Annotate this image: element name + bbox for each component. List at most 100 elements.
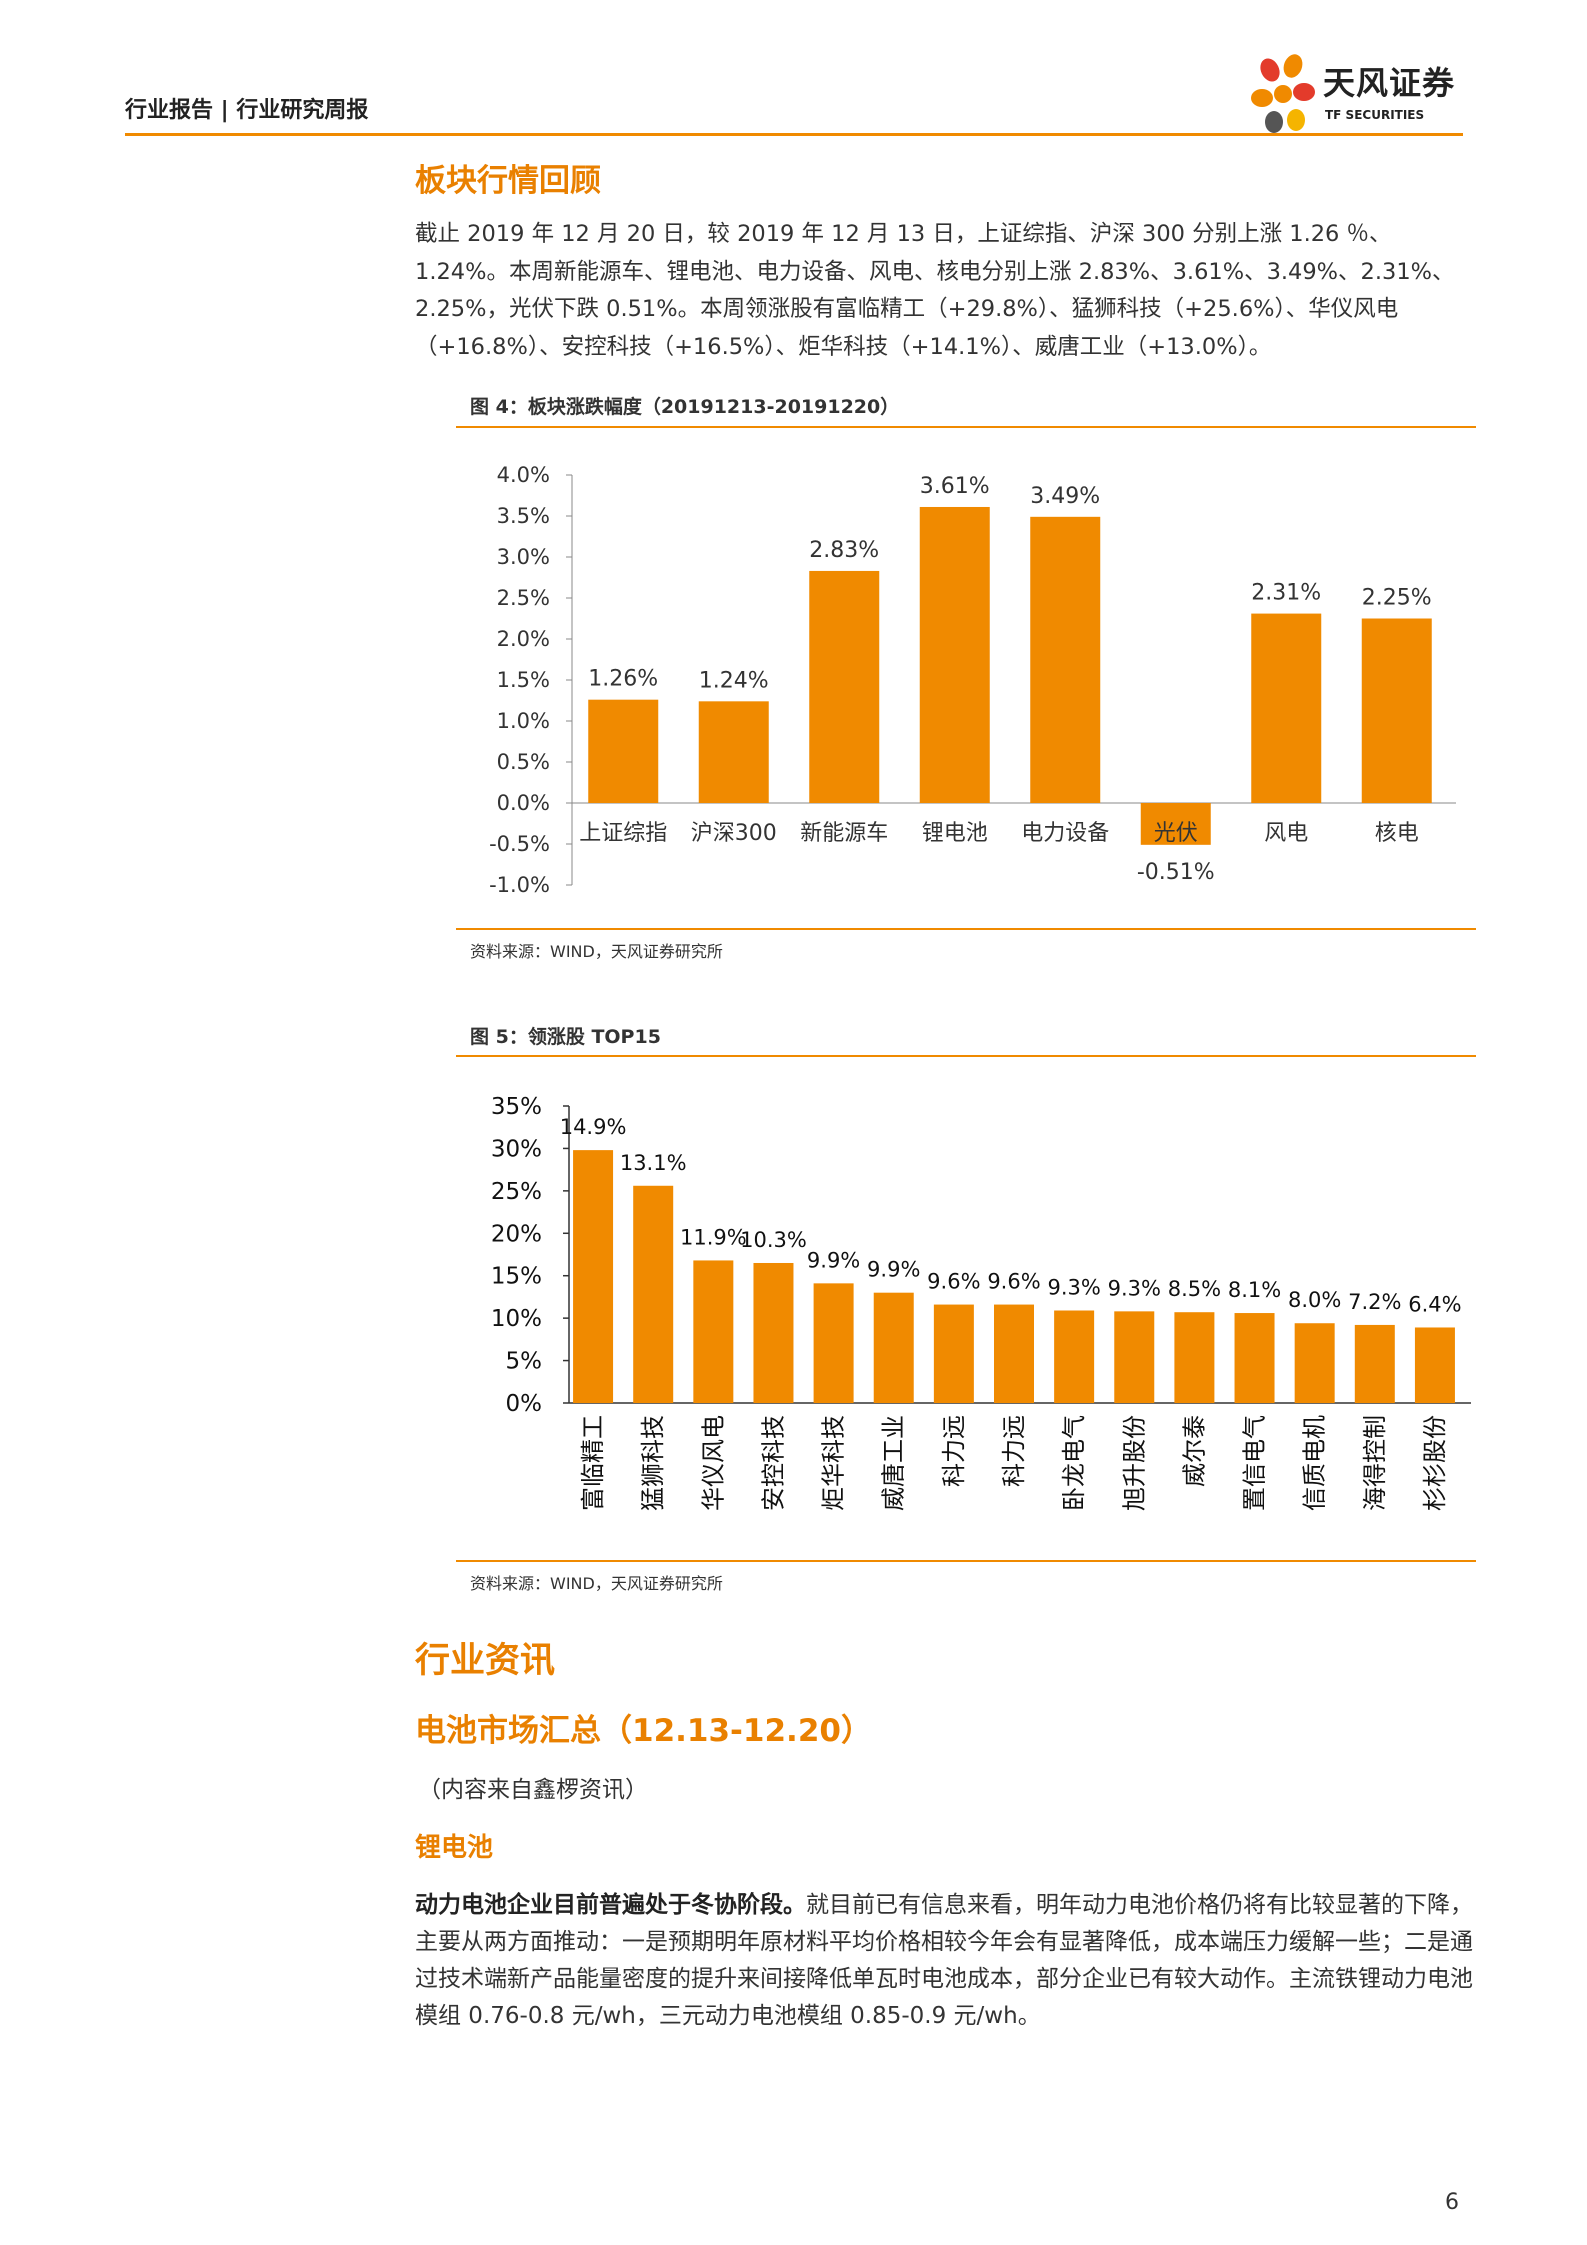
y-tick-label: -0.5%	[489, 832, 550, 856]
x-category-label: 上证综指	[579, 821, 667, 846]
data-label: 8.0%	[1288, 1288, 1341, 1312]
y-tick-label: 3.0%	[497, 545, 550, 569]
bar	[1054, 1310, 1095, 1403]
data-label: 8.5%	[1168, 1277, 1221, 1301]
data-label: 2.31%	[1251, 581, 1321, 606]
data-label: 8.1%	[1228, 1278, 1281, 1302]
bar	[1114, 1311, 1155, 1403]
figure4-top-rule	[456, 426, 1476, 428]
bar	[1354, 1324, 1395, 1403]
data-label: 9.3%	[1047, 1276, 1100, 1300]
data-label: -0.51%	[1137, 860, 1215, 885]
y-tick-label: 2.0%	[497, 627, 550, 651]
x-category-label: 锂电池	[922, 821, 988, 846]
bar	[1140, 803, 1211, 845]
x-category-label: 华仪风电	[699, 1415, 727, 1511]
data-label: 3.49%	[1030, 484, 1100, 509]
data-label: 1.24%	[699, 668, 769, 693]
y-tick-label: 15%	[491, 1264, 542, 1290]
x-category-label: 新能源车	[800, 821, 888, 846]
figure5-bottom-rule	[456, 1560, 1476, 1562]
top-gainers-chart: 35% 30% 25% 20% 15% 10% 5% 0% 14.9% 富临精工 13.1% 猛狮科技…	[491, 1094, 1471, 1511]
x-category-label: 安控科技	[759, 1415, 787, 1511]
bar	[573, 1150, 614, 1403]
flower-logo-icon	[1251, 54, 1315, 133]
data-label: 9.9%	[867, 1258, 920, 1282]
x-category-label: 沪深300	[691, 821, 777, 846]
bar	[994, 1304, 1034, 1403]
x-category-label: 科力远	[1000, 1415, 1028, 1487]
y-tick-label: 3.5%	[497, 504, 550, 528]
data-label: 11.9%	[680, 1225, 747, 1249]
section-title-market-review: 板块行情回顾	[415, 163, 601, 199]
market-review-paragraph: 截止 2019 年 12 月 20 日，较 2019 年 12 月 13 日，上…	[415, 221, 1455, 360]
data-label: 3.61%	[920, 474, 990, 499]
bar	[1174, 1312, 1215, 1403]
bar	[693, 1260, 734, 1403]
page-number: 6	[1445, 2190, 1459, 2215]
bar	[1251, 613, 1322, 803]
bar	[588, 699, 659, 803]
y-tick-label: 0.0%	[497, 791, 550, 815]
bar	[698, 701, 769, 803]
lithium-battery-paragraph: 动力电池企业目前普遍处于冬协阶段。就目前已有信息来看，明年动力电池价格仍将有比较…	[415, 1887, 1475, 2035]
data-label: 9.6%	[927, 1270, 980, 1294]
data-label: 6.4%	[1408, 1292, 1461, 1316]
figure5-title: 图 5：领涨股 TOP15	[470, 1026, 661, 1048]
data-label: 10.3%	[740, 1228, 807, 1252]
paragraph-body: 就目前已有信息来看，明年动力电池价格仍将有比较显著的下降，主要从两方面推动：一是…	[415, 1892, 1473, 2029]
paragraph-bold-lead: 动力电池企业目前普遍处于冬协阶段。	[415, 1892, 806, 1918]
bar	[809, 570, 880, 803]
x-category-label: 风电	[1264, 821, 1308, 846]
y-tick-label: 20%	[491, 1221, 542, 1247]
x-category-label: 卧龙电气	[1060, 1415, 1088, 1511]
x-category-label: 光伏	[1154, 821, 1198, 846]
y-tick-label: 5%	[506, 1349, 543, 1375]
bar	[1294, 1323, 1335, 1403]
data-label: 1.26%	[588, 667, 658, 692]
bar	[1234, 1313, 1275, 1403]
y-tick-label: 2.5%	[497, 586, 550, 610]
y-tick-label: 25%	[491, 1179, 542, 1205]
figure4-source: 资料来源：WIND，天风证券研究所	[470, 942, 723, 961]
y-tick-label: 30%	[491, 1136, 542, 1162]
data-label: 7.2%	[1348, 1290, 1401, 1314]
figure5-source: 资料来源：WIND，天风证券研究所	[470, 1574, 723, 1593]
bar	[1361, 618, 1432, 803]
figure4-bottom-rule	[456, 928, 1476, 930]
data-label: 13.1%	[620, 1151, 687, 1175]
x-category-label: 杉杉股份	[1421, 1415, 1449, 1511]
bar	[633, 1185, 674, 1403]
bar	[919, 506, 990, 803]
bar	[933, 1304, 974, 1403]
y-tick-label: 1.0%	[497, 709, 550, 733]
section-title-battery-market: 电池市场汇总（12.13-12.20）	[415, 1713, 872, 1749]
x-category-label: 威唐工业	[880, 1415, 908, 1511]
data-label: 9.3%	[1108, 1276, 1161, 1300]
data-label: 9.6%	[987, 1270, 1040, 1294]
y-tick-label: 0%	[506, 1391, 543, 1417]
x-category-label: 威尔泰	[1180, 1415, 1208, 1487]
data-label: 9.9%	[807, 1248, 860, 1272]
data-label: 2.25%	[1362, 586, 1432, 611]
section-title-industry-news: 行业资讯	[415, 1641, 556, 1681]
company-logo: 天风证券 TF SECURITIES	[1248, 50, 1478, 140]
bar	[1414, 1327, 1455, 1403]
y-tick-label: 35%	[491, 1094, 542, 1120]
bar	[873, 1292, 914, 1403]
x-category-label: 海得控制	[1361, 1415, 1389, 1511]
x-category-label: 电力设备	[1021, 821, 1109, 846]
x-category-label: 猛狮科技	[639, 1415, 667, 1511]
sector-change-chart: 4.0% 3.5% 3.0% 2.5% 2.0% 1.5% 1.0% 0.5% 0.0% -0.5…	[489, 463, 1456, 897]
x-category-label: 信质电机	[1301, 1415, 1329, 1511]
figure5-top-rule	[456, 1055, 1476, 1057]
header-divider	[125, 133, 1463, 136]
bar	[1030, 516, 1101, 803]
y-tick-label: -1.0%	[489, 873, 550, 897]
data-label: 14.9%	[560, 1115, 627, 1139]
content-source-note: （内容来自鑫椤资讯）	[418, 1777, 648, 1803]
bar	[813, 1283, 854, 1403]
logo-text-cn: 天风证券	[1323, 64, 1456, 102]
report-type-label: 行业报告 | 行业研究周报	[125, 98, 369, 123]
y-tick-label: 0.5%	[497, 750, 550, 774]
